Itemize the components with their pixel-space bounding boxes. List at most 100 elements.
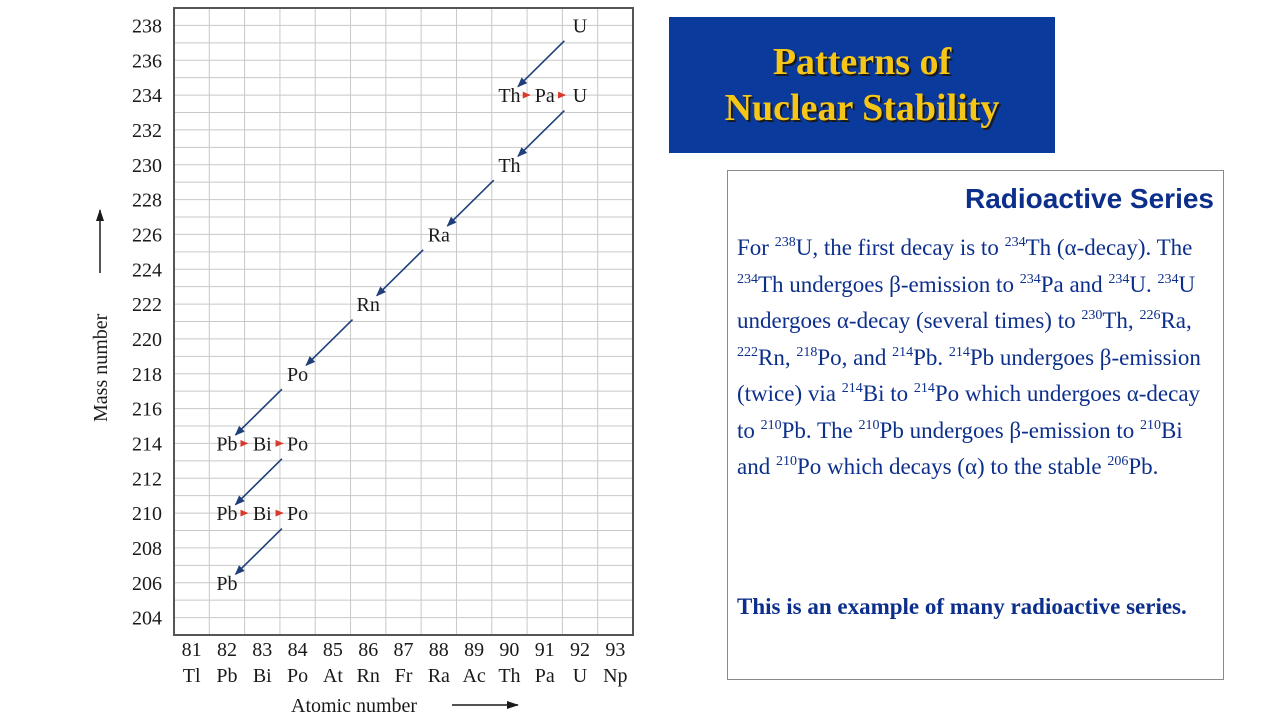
chart-grid bbox=[174, 8, 633, 635]
x-tick-label: 91 bbox=[535, 639, 555, 661]
paragraph-text: Pa and bbox=[1040, 271, 1109, 297]
mass-number-superscript: 230 bbox=[1081, 308, 1103, 323]
nuclide-label: Pb bbox=[216, 503, 237, 525]
paragraph-text: Pb. The bbox=[781, 417, 859, 443]
slide-title-box: Patterns of Nuclear Stability bbox=[669, 17, 1055, 153]
x-element-symbol: Fr bbox=[395, 665, 413, 687]
paragraph-text: Po which undergoes α-decay to bbox=[737, 381, 1201, 443]
mass-number-superscript: 234 bbox=[737, 271, 758, 287]
y-tick-label: 216 bbox=[132, 399, 162, 421]
paragraph-text: Pb. bbox=[913, 344, 949, 370]
mass-number-superscript: 234 bbox=[1019, 271, 1041, 287]
mass-number-superscript: 210 bbox=[858, 417, 880, 433]
paragraph-text: Pb. bbox=[1128, 454, 1159, 479]
paragraph-text: Th (α-decay). The bbox=[1025, 235, 1193, 260]
nuclide-label: U bbox=[573, 15, 588, 37]
nuclide-label: Pb bbox=[216, 433, 237, 455]
paragraph-text: Rn, bbox=[758, 344, 797, 370]
alpha-decay-arrow bbox=[517, 40, 565, 88]
y-tick-label: 206 bbox=[132, 573, 162, 595]
x-tick-label: 90 bbox=[499, 639, 519, 661]
y-tick-label: 204 bbox=[132, 608, 162, 630]
mass-number-superscript: 210 bbox=[775, 454, 797, 469]
slide-title-line-2: Nuclear Stability bbox=[724, 87, 1000, 129]
mass-number-superscript: 226 bbox=[1139, 308, 1161, 323]
paragraph-text: Th undergoes β-emission to bbox=[758, 271, 1020, 297]
nuclide-label: U bbox=[573, 85, 588, 107]
y-tick-label: 232 bbox=[132, 120, 162, 142]
x-tick-label: 92 bbox=[570, 639, 590, 661]
mass-number-superscript: 214 bbox=[913, 381, 935, 396]
paragraph-text: For bbox=[737, 235, 775, 260]
x-tick-labels: 81 Tl 82 Pb 83 Bi 84 Po 85 At 86 Rn 87 Fr 88 Ra 89 Ac 90 Th… bbox=[182, 639, 628, 687]
nuclide-label: Pa bbox=[535, 85, 555, 107]
paragraph-text: Bi to bbox=[862, 381, 914, 406]
decay-series-chart: 204 206 208 210 212 214 216 218 220 222 224 226 228 2… bbox=[90, 7, 634, 717]
mass-number-superscript: 210 bbox=[760, 417, 782, 433]
x-tick-label: 89 bbox=[464, 639, 484, 661]
nuclide-label: Bi bbox=[253, 433, 272, 455]
chart-frame bbox=[173, 7, 634, 636]
y-tick-label: 212 bbox=[132, 468, 162, 490]
paragraph-text: Po which decays (α) to the stable bbox=[796, 454, 1108, 479]
x-axis-label: Atomic number bbox=[291, 695, 417, 717]
y-tick-label: 208 bbox=[132, 538, 162, 560]
x-tick-label: 84 bbox=[288, 639, 308, 661]
paragraph-text: Po, and bbox=[817, 344, 893, 370]
mass-number-superscript: 206 bbox=[1107, 454, 1129, 469]
nuclide-label: Po bbox=[287, 364, 308, 386]
nuclide-label: Pb bbox=[216, 573, 237, 595]
y-tick-label: 218 bbox=[132, 364, 162, 386]
y-tick-label: 220 bbox=[132, 329, 162, 351]
x-tick-label: 93 bbox=[605, 639, 625, 661]
x-tick-label: 85 bbox=[323, 639, 343, 661]
alpha-decay-arrow bbox=[305, 318, 354, 367]
y-tick-label: 230 bbox=[132, 155, 162, 177]
nuclide-label: Th bbox=[498, 85, 520, 107]
y-tick-label: 236 bbox=[132, 50, 162, 72]
mass-number-superscript: 214 bbox=[841, 381, 863, 396]
y-tick-label: 238 bbox=[132, 15, 162, 37]
paragraph-text: Th, bbox=[1102, 308, 1140, 333]
x-element-symbol: Po bbox=[287, 665, 308, 687]
x-tick-label: 86 bbox=[358, 639, 378, 661]
x-element-symbol: Ac bbox=[462, 665, 485, 687]
mass-number-superscript: 210 bbox=[1139, 417, 1161, 433]
alpha-decay-arrow bbox=[234, 388, 283, 436]
x-element-symbol: Ra bbox=[428, 665, 450, 687]
explanation-paragraph: For 238U, the first decay is to 234Th (α… bbox=[737, 230, 1217, 486]
paragraph-text: U. bbox=[1129, 271, 1158, 297]
paragraph-text: Pb undergoes β-emission to bbox=[879, 417, 1140, 443]
paragraph-text: Ra, bbox=[1160, 308, 1192, 333]
alpha-decay-arrow bbox=[376, 249, 424, 297]
alpha-decay-arrow bbox=[517, 109, 565, 158]
y-tick-label: 234 bbox=[132, 85, 162, 107]
y-tick-label: 210 bbox=[132, 503, 162, 525]
x-element-symbol: At bbox=[323, 665, 343, 687]
x-tick-label: 83 bbox=[252, 639, 272, 661]
paragraph-text: U, the first decay is to bbox=[795, 235, 1005, 260]
alpha-decay-arrow bbox=[234, 527, 283, 576]
x-element-symbol: U bbox=[573, 665, 588, 687]
x-element-symbol: Tl bbox=[183, 665, 201, 687]
box-heading: Radioactive Series bbox=[964, 183, 1214, 214]
paragraph-text: Bi and bbox=[737, 417, 1183, 480]
nuclide-label: Rn bbox=[357, 294, 380, 316]
x-element-symbol: Th bbox=[498, 665, 520, 687]
mass-number-superscript: 234 bbox=[1157, 271, 1179, 287]
decay-arrows bbox=[234, 40, 567, 576]
nuclide-label: Po bbox=[287, 503, 308, 525]
paragraph-text: U undergoes α-decay (several times) to bbox=[737, 271, 1196, 334]
x-element-symbol: Bi bbox=[253, 665, 272, 687]
paragraph-text: Pb undergoes β-emission (twice) via bbox=[737, 344, 1201, 407]
x-element-symbol: Pa bbox=[535, 665, 555, 687]
box-footer: This is an example of many radioactive s… bbox=[737, 594, 1187, 619]
y-tick-label: 222 bbox=[132, 294, 162, 316]
y-axis-label: Mass number bbox=[90, 313, 112, 422]
x-element-symbol: Rn bbox=[357, 665, 380, 687]
mass-number-superscript: 234 bbox=[1108, 271, 1130, 287]
mass-number-superscript: 222 bbox=[737, 344, 758, 360]
x-tick-label: 82 bbox=[217, 639, 237, 661]
alpha-decay-arrow bbox=[446, 179, 495, 227]
x-tick-label: 81 bbox=[182, 639, 202, 661]
